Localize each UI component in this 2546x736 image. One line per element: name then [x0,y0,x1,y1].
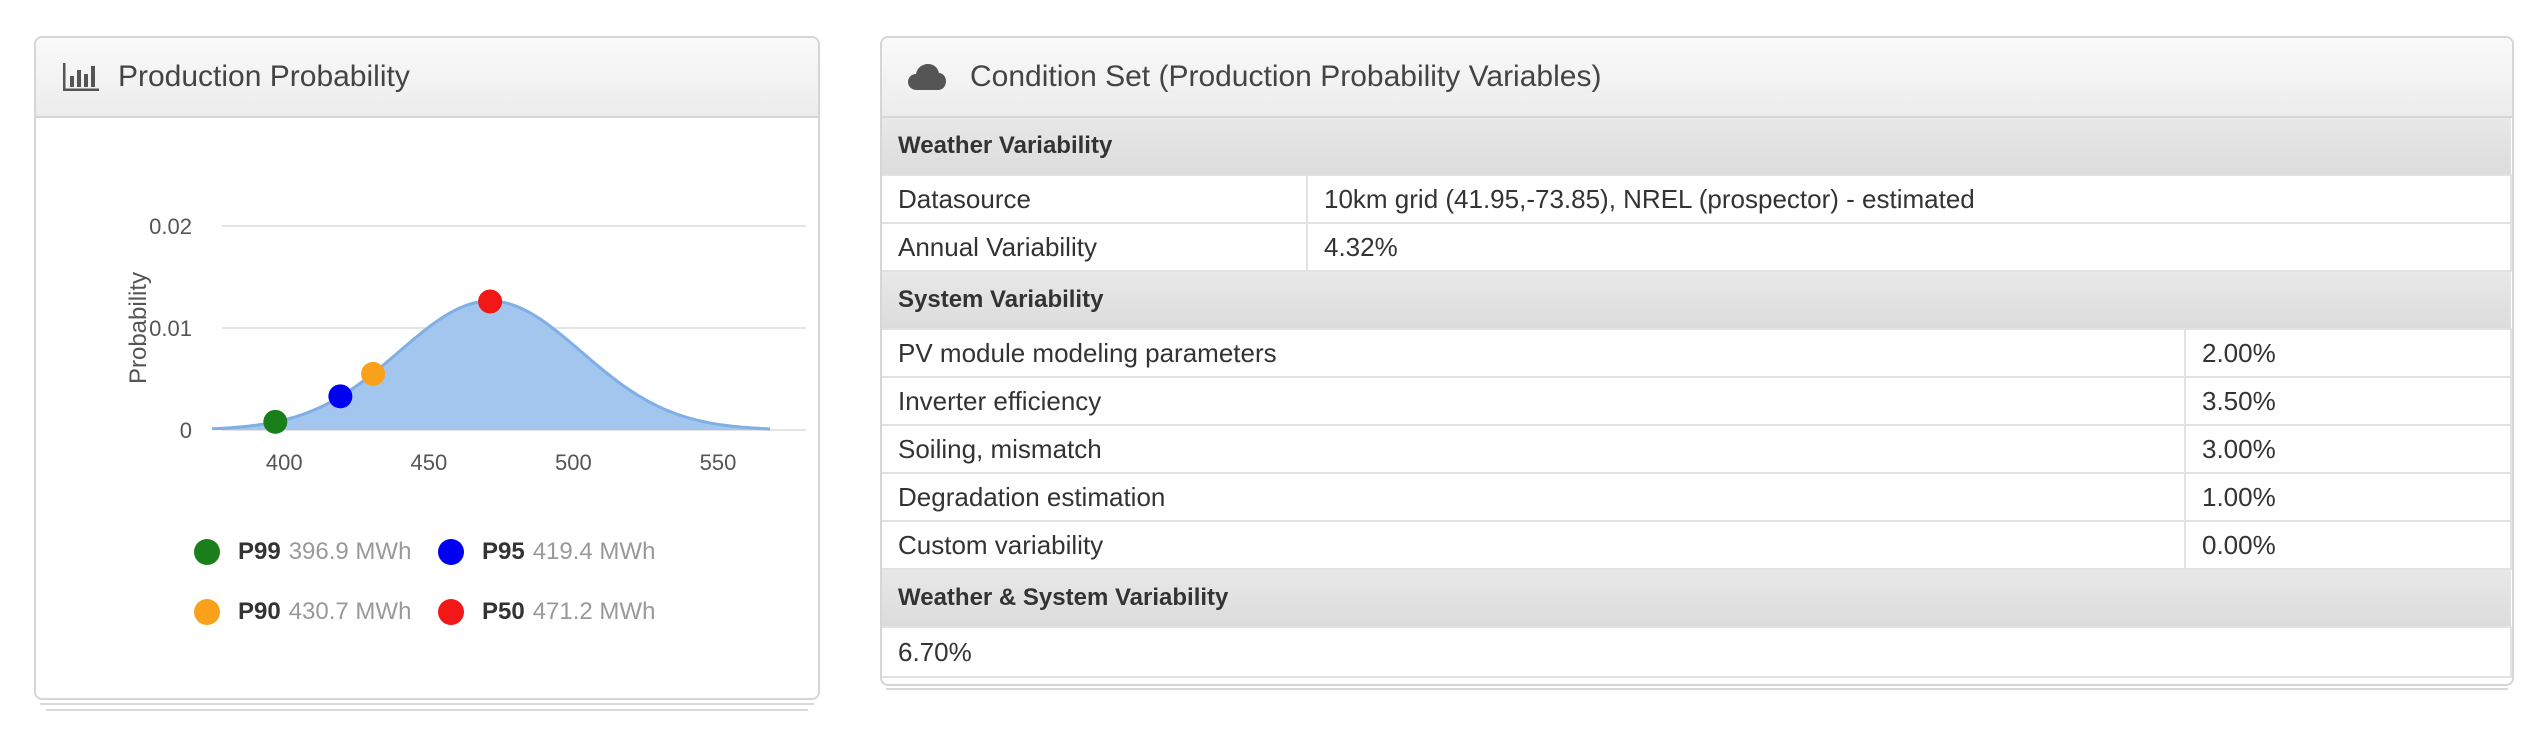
section-header-weather: Weather Variability [882,118,2511,175]
table-row: Custom variability 0.00% [882,520,2512,570]
system-table: System Variability PV module modeling pa… [882,272,2512,570]
point-p99 [263,409,288,434]
legend-dot [438,599,464,625]
row-label: Soiling, mismatch [882,424,2186,474]
legend-dot [194,539,220,565]
condition-set-panel: Condition Set (Production Probability Va… [880,36,2514,686]
row-value: 2.00% [2185,328,2512,378]
cloud-icon [908,63,946,91]
legend-item-p50[interactable]: P50 471.2 MWh [438,598,682,626]
y-tick-label: 0.01 [149,316,192,341]
row-label: Annual Variability [882,222,1308,272]
y-axis-label: Probability [125,272,152,384]
row-label: Degradation estimation [882,472,2186,522]
row-value: 1.00% [2185,472,2512,522]
combined-table: Weather & System Variability 6.70% [882,570,2512,678]
point-p50 [478,289,503,314]
row-label: Datasource [882,174,1308,224]
legend-dot [194,599,220,625]
panel-shadow [886,688,2508,690]
point-p90 [361,361,386,386]
panel-shadow [40,703,814,705]
panel-title: Production Probability [118,60,410,93]
x-tick-label: 500 [555,450,592,475]
legend: P99 396.9 MWh P95 419.4 MWh P90 430.7 MW… [194,522,754,642]
probability-chart-svg: 00.010.02400450500550System Production M… [125,214,806,518]
table-row: Soiling, mismatch 3.00% [882,424,2512,474]
row-value: 4.32% [1307,222,2512,272]
point-p95 [328,384,353,409]
table-row: PV module modeling parameters 2.00% [882,328,2512,378]
table-row: Datasource 10km grid (41.95,-73.85), NRE… [882,174,2512,224]
row-value: 10km grid (41.95,-73.85), NREL (prospect… [1307,174,2512,224]
production-probability-panel: Production Probability 0 0.01 0.02 400 450 50… [34,36,820,700]
row-label: Custom variability [882,520,2186,570]
section-header-combined: Weather & System Variability [882,570,2511,627]
legend-item-p99[interactable]: P99 396.9 MWh [194,538,438,566]
x-tick-label: 450 [410,450,447,475]
x-tick-label: 550 [700,450,737,475]
panel-title: Condition Set (Production Probability Va… [970,60,1602,93]
table-row: Degradation estimation 1.00% [882,472,2512,522]
table-row: Inverter efficiency 3.50% [882,376,2512,426]
distribution-area [212,301,770,430]
row-label: PV module modeling parameters [882,328,2186,378]
row-value: 3.50% [2185,376,2512,426]
panel-header: Condition Set (Production Probability Va… [882,38,2512,118]
legend-item-p90[interactable]: P90 430.7 MWh [194,598,438,626]
probability-chart: 00.010.02400450500550System Production M… [36,118,818,518]
section-header-system: System Variability [882,272,2511,329]
table-row: 6.70% [882,626,2512,678]
x-tick-label: 400 [266,450,303,475]
row-value: 6.70% [882,626,2512,678]
bar-chart-icon [62,62,100,92]
y-tick-label: 0.02 [149,214,192,239]
panel-shadow [46,709,808,711]
row-label: Inverter efficiency [882,376,2186,426]
y-tick-label: 0 [180,418,192,443]
legend-item-p95[interactable]: P95 419.4 MWh [438,538,682,566]
panel-header: Production Probability [36,38,818,118]
legend-dot [438,539,464,565]
condition-table: Weather Variability Datasource 10km grid… [882,118,2512,272]
row-value: 3.00% [2185,424,2512,474]
table-row: Annual Variability 4.32% [882,222,2512,272]
row-value: 0.00% [2185,520,2512,570]
